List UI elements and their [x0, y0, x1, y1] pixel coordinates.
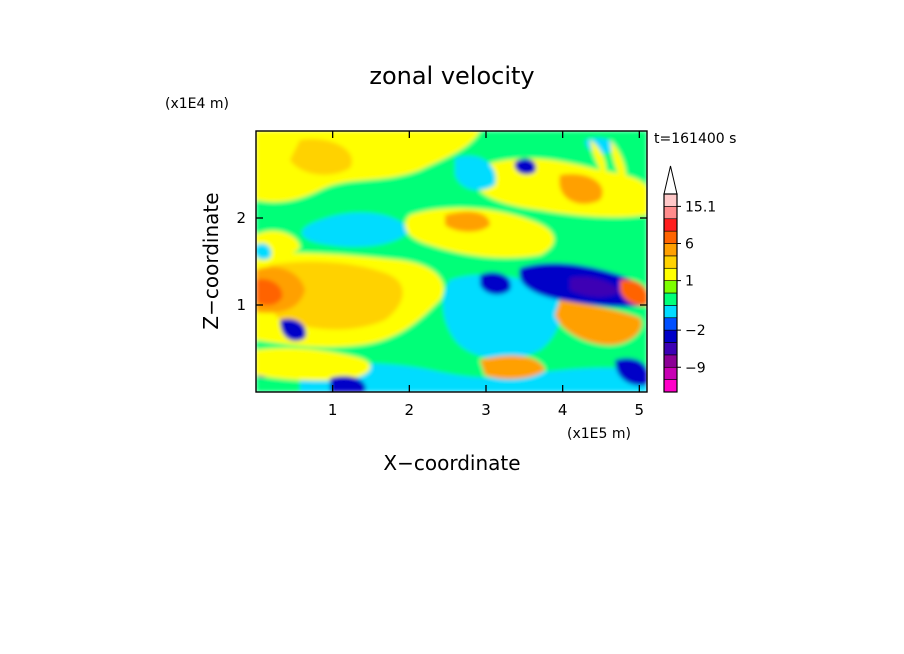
time-label: t=161400 s	[654, 131, 736, 147]
contour-left-orange	[264, 261, 403, 330]
y-axis: 12	[236, 209, 647, 314]
colorbar-swatch-0	[663, 379, 678, 393]
plot-frame	[255, 130, 648, 393]
colorbar-extend-triangle	[663, 165, 678, 195]
colorbar-swatch-13	[663, 218, 678, 232]
colorbar-swatch-15	[663, 193, 678, 207]
colorbar-swatch-6	[663, 305, 678, 319]
contour-mid-orange	[445, 211, 490, 232]
contour-mid-yellow	[405, 208, 554, 258]
contour-mid-cyan	[301, 212, 410, 247]
y-unit-label: (x1E4 m)	[165, 96, 229, 112]
y-tick-label-0: 1	[236, 296, 246, 314]
x-axis: 1 2 3 4 5	[328, 131, 644, 419]
y-axis-title: Z−coordinate	[199, 192, 223, 329]
colorbar-swatch-9	[663, 267, 678, 281]
colorbar-frame	[663, 193, 678, 393]
colorbar: 15.1 6 1 −2 −9	[663, 165, 716, 393]
contour-bottom-blue	[330, 375, 366, 392]
y-tick-label-1: 2	[236, 209, 246, 227]
colorbar-label-3: −2	[685, 323, 706, 339]
x-tick-label-0: 1	[328, 401, 338, 419]
x-tick-label-4: 5	[635, 401, 645, 419]
contour-left-red	[256, 279, 283, 306]
colorbar-swatch-14	[663, 206, 678, 220]
colorbar-swatch-12	[663, 230, 678, 244]
contour-top-orange	[290, 139, 352, 175]
colorbar-swatch-8	[663, 280, 678, 294]
contour-right-orange	[555, 300, 642, 345]
contour-center-blue	[480, 272, 511, 295]
contour-bottom-right-blue	[615, 358, 647, 386]
colorbar-swatch-10	[663, 255, 678, 269]
contour-right-yellow-stripes	[590, 140, 627, 190]
contour-top-blue	[514, 158, 536, 175]
contour-bottom-orange	[480, 355, 545, 380]
colorbar-label-1: 6	[685, 237, 694, 253]
colorbar-label-0: 15.1	[685, 199, 716, 215]
contour-bottom-yellow	[256, 347, 371, 381]
contour-left-cyan	[256, 243, 272, 260]
x-tick-label-2: 3	[481, 401, 491, 419]
contour-right-red	[620, 279, 647, 306]
contour-center-cyan	[443, 274, 561, 359]
x-unit-label: (x1E5 m)	[567, 426, 631, 442]
contour-top-cyan	[455, 155, 496, 191]
colorbar-swatch-11	[663, 243, 678, 257]
x-axis-title: X−coordinate	[383, 451, 520, 475]
colorbar-swatch-5	[663, 317, 678, 331]
colorbar-swatch-3	[663, 342, 678, 356]
x-tick-label-1: 2	[405, 401, 415, 419]
contour-left-blue	[280, 318, 306, 341]
contour-top-right-orange	[559, 174, 603, 204]
contour-bottom-cyan	[300, 363, 647, 392]
chart-title: zonal velocity	[369, 62, 534, 90]
colorbar-swatch-2	[663, 354, 678, 368]
x-tick-label-3: 4	[558, 401, 568, 419]
colorbar-label-2: 1	[685, 274, 694, 290]
colorbar-swatch-1	[663, 366, 678, 380]
colorbar-label-4: −9	[685, 360, 706, 376]
colorbar-swatch-7	[663, 292, 678, 306]
contour-right-navy	[570, 276, 620, 297]
heatmap-field	[256, 131, 647, 392]
colorbar-swatch-4	[663, 329, 678, 343]
